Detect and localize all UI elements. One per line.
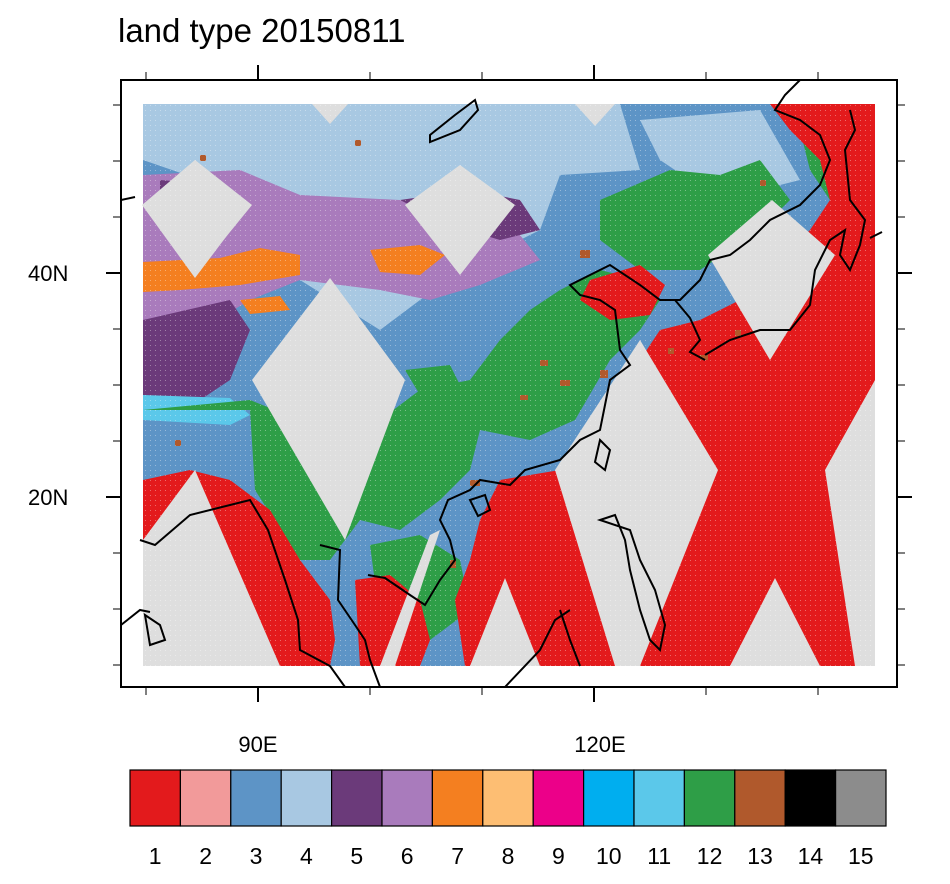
colorbar-swatch-3 <box>230 769 282 827</box>
axis-ticks <box>106 65 912 702</box>
colorbar-swatch-8 <box>482 769 534 827</box>
map-frame <box>120 79 898 688</box>
colorbar-label-7: 7 <box>451 843 464 869</box>
colorbar-swatch-11 <box>633 769 686 827</box>
lon-label-90e: 90E <box>238 732 277 757</box>
colorbar-label-14: 14 <box>798 843 824 869</box>
colorbar-label-10: 10 <box>596 843 622 869</box>
colorbar-swatch-10 <box>582 769 635 827</box>
colorbar-swatch-7 <box>431 769 484 827</box>
colorbar-swatch-2 <box>179 769 232 827</box>
lon-label-120e: 120E <box>574 732 625 757</box>
colorbar-label-2: 2 <box>199 843 212 869</box>
lat-label-20n: 20N <box>28 485 68 510</box>
colorbar: 1 2 3 4 5 6 7 8 9 10 11 12 13 14 15 <box>129 769 887 869</box>
coastlines <box>121 80 883 687</box>
colorbar-label-6: 6 <box>401 843 414 869</box>
colorbar-swatch-5 <box>331 769 383 827</box>
colorbar-label-8: 8 <box>502 843 515 869</box>
colorbar-label-1: 1 <box>149 843 162 869</box>
colorbar-swatch-1 <box>129 769 182 827</box>
colorbar-swatch-12 <box>683 769 736 827</box>
colorbar-swatch-6 <box>381 769 434 827</box>
land-type-field <box>121 80 883 687</box>
colorbar-swatch-4 <box>280 769 333 827</box>
colorbar-swatch-15 <box>834 769 887 827</box>
colorbar-swatch-9 <box>532 769 585 827</box>
colorbar-swatch-13 <box>734 769 786 827</box>
lat-label-40n: 40N <box>28 261 68 286</box>
axis-minor-ticks <box>113 72 905 695</box>
colorbar-label-11: 11 <box>647 843 671 869</box>
colorbar-label-15: 15 <box>848 843 874 869</box>
map-title: land type 20150811 <box>118 12 406 49</box>
colorbar-label-13: 13 <box>747 843 773 869</box>
colorbar-label-5: 5 <box>350 843 363 869</box>
colorbar-label-3: 3 <box>250 843 263 869</box>
colorbar-label-9: 9 <box>552 843 565 869</box>
colorbar-swatch-14 <box>784 769 837 827</box>
colorbar-label-12: 12 <box>697 843 723 869</box>
colorbar-label-4: 4 <box>300 843 313 869</box>
